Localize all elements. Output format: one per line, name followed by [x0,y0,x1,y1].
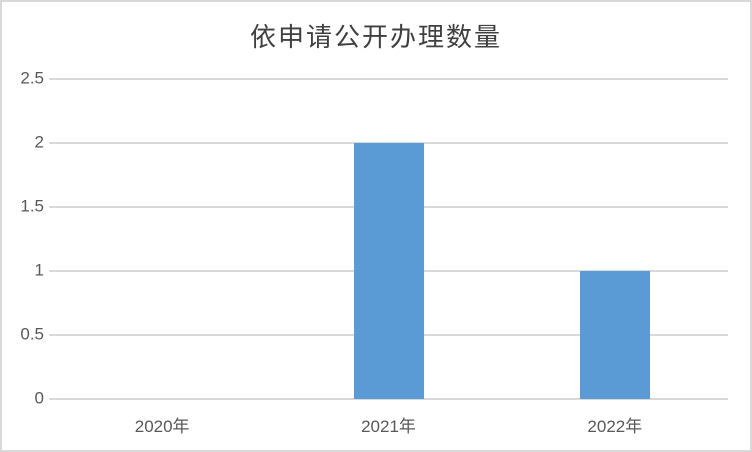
y-axis-tick-label: 1.5 [20,196,44,216]
y-axis-tick-label: 0 [34,388,44,408]
x-axis-category-label: 2022年 [587,417,643,436]
plot-area [49,78,728,400]
y-axis-tick-label: 0.5 [20,324,44,344]
y-axis: 0 0.5 1 1.5 2 2.5 [0,69,44,408]
gridline [49,398,728,400]
chart-title: 依申请公开办理数量 [249,23,502,52]
gridline [49,78,728,80]
x-axis-category-label: 2021年 [361,417,416,436]
y-axis-tick-label: 1 [34,260,44,280]
x-axis-category-label: 2020年 [134,417,190,436]
bar-2022年 [580,271,650,399]
bar-2021年 [354,143,424,399]
y-axis-tick-label: 2.5 [20,68,44,88]
y-axis-tick-label: 2 [34,132,44,152]
x-axis: 2020年 2021年 2022年 [49,412,728,436]
